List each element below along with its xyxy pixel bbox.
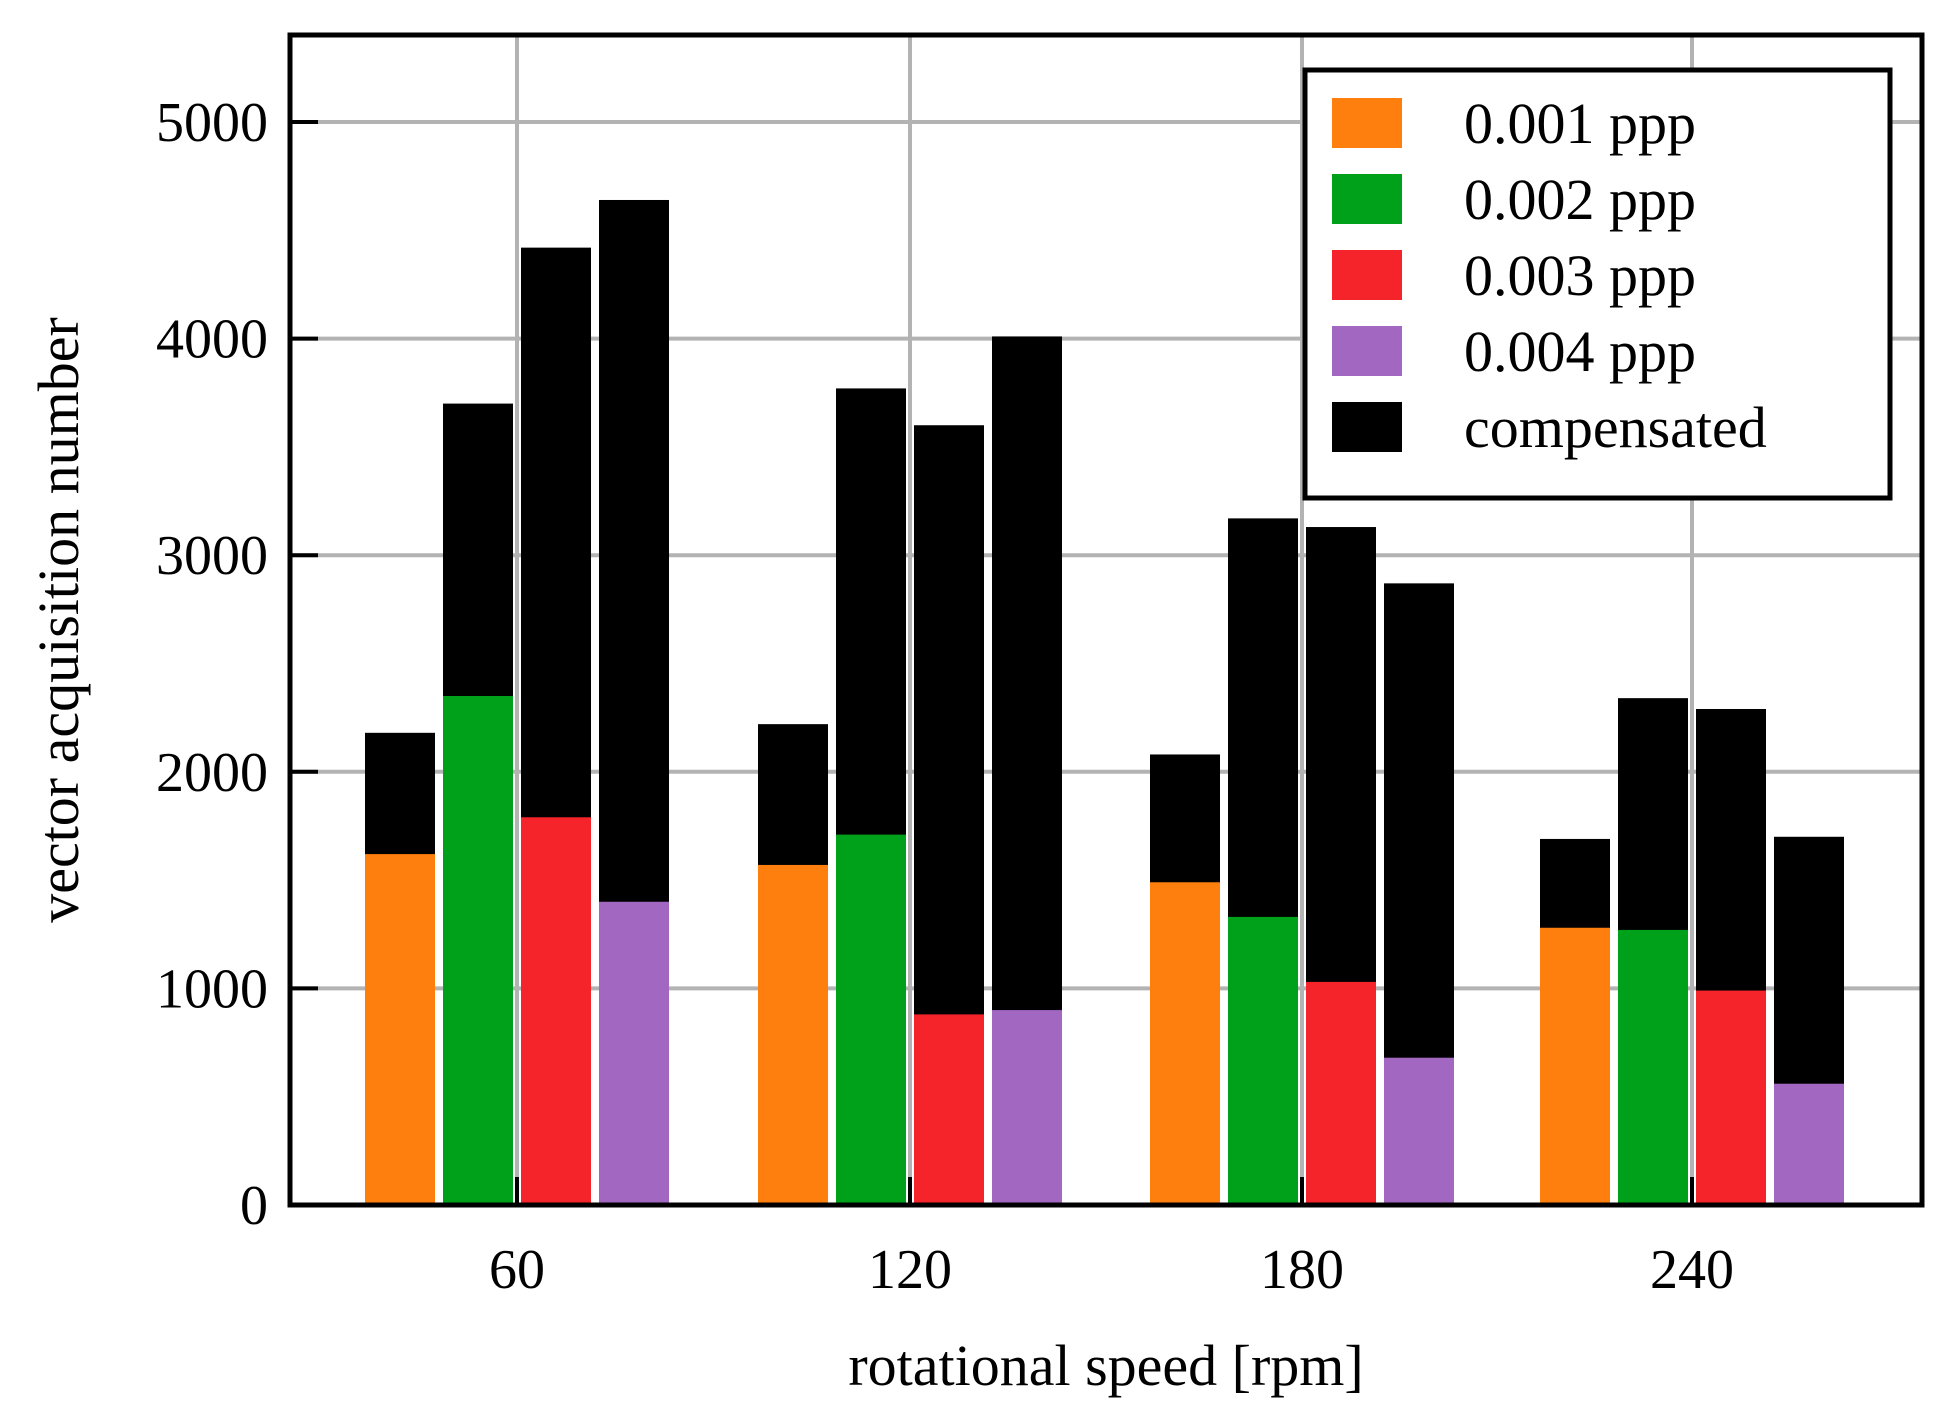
bar-0-004-ppp <box>1774 1083 1844 1205</box>
bar-0-003-ppp <box>914 1014 984 1205</box>
legend-swatch <box>1332 174 1402 224</box>
legend-swatch <box>1332 402 1402 452</box>
y-tick-label: 1000 <box>156 958 268 1020</box>
legend-swatch <box>1332 250 1402 300</box>
bar-0-003-ppp <box>1306 981 1376 1205</box>
bar-0-002-ppp <box>1228 916 1298 1205</box>
bar-0-001-ppp <box>1540 927 1610 1205</box>
y-axis-ticks: 0 1000 2000 3000 4000 5000 <box>156 92 318 1237</box>
bar-0-004-ppp <box>992 1010 1062 1205</box>
bar-0-001-ppp <box>365 854 435 1205</box>
bar-0-001-ppp <box>758 864 828 1205</box>
bar-0-004-ppp <box>1384 1057 1454 1205</box>
legend-label: 0.003 ppp <box>1464 243 1696 308</box>
legend-label: compensated <box>1464 395 1767 460</box>
legend: 0.001 ppp 0.002 ppp 0.003 ppp 0.004 ppp comp… <box>1302 67 1893 501</box>
y-tick-label: 4000 <box>156 309 268 371</box>
x-tick-label: 180 <box>1260 1239 1344 1301</box>
legend-label: 0.004 ppp <box>1464 319 1696 384</box>
bar-0-003-ppp <box>521 817 591 1205</box>
bars <box>365 199 1844 1206</box>
y-axis-label: vector acquisition number <box>26 317 91 923</box>
legend-label: 0.002 ppp <box>1464 167 1696 232</box>
x-axis-ticks: 60 120 180 240 <box>489 1177 1734 1301</box>
y-tick-label: 3000 <box>156 525 268 587</box>
x-tick-label: 120 <box>868 1239 952 1301</box>
bar-0-002-ppp <box>443 695 513 1205</box>
y-tick-label: 0 <box>240 1175 268 1237</box>
x-tick-label: 240 <box>1650 1239 1734 1301</box>
bar-0-003-ppp <box>1696 990 1766 1205</box>
x-axis-label: rotational speed [rpm] <box>848 1333 1363 1398</box>
bar-0-004-ppp <box>599 901 669 1205</box>
legend-swatch <box>1332 98 1402 148</box>
bar-0-002-ppp <box>836 834 906 1205</box>
legend-frame <box>1302 67 1893 501</box>
bar-0-002-ppp <box>1618 929 1688 1205</box>
y-tick-label: 5000 <box>156 92 268 154</box>
y-tick-label: 2000 <box>156 742 268 804</box>
bar-0-001-ppp <box>1150 882 1220 1205</box>
legend-swatch <box>1332 326 1402 376</box>
plot-frame <box>287 32 1925 1208</box>
x-tick-label: 60 <box>489 1239 545 1301</box>
legend-label: 0.001 ppp <box>1464 91 1696 156</box>
